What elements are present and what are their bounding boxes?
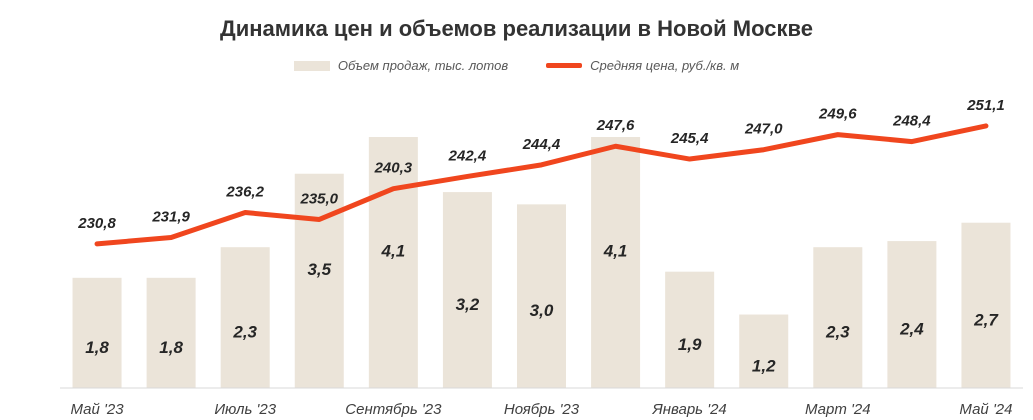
volume-bar	[665, 271, 715, 388]
volume-bar	[442, 192, 492, 388]
price-label: 242,4	[448, 147, 487, 164]
volume-bar-label: 2,7	[973, 310, 999, 329]
volume-bar-label: 2,3	[232, 323, 257, 342]
volume-bar	[887, 241, 937, 388]
volume-bar-label: 1,2	[752, 356, 776, 375]
price-label: 230,8	[77, 215, 116, 232]
x-tick-label: Ноябрь '23	[504, 401, 580, 418]
volume-bar	[72, 277, 122, 388]
volume-bar-label: 3,5	[307, 260, 331, 279]
volume-bar	[294, 173, 344, 388]
price-line	[94, 123, 989, 247]
volume-bar-label: 3,2	[456, 295, 480, 314]
chart-legend: Объем продаж, тыс. лотов Средняя цена, р…	[0, 58, 1033, 73]
volume-bar	[146, 277, 196, 388]
volume-bar	[591, 137, 641, 388]
x-tick-label: Сентябрь '23	[345, 401, 442, 418]
legend-item-volume: Объем продаж, тыс. лотов	[293, 58, 509, 73]
legend-item-price: Средняя цена, руб./кв. м	[546, 58, 739, 73]
volume-bar	[813, 247, 863, 388]
volume-bar-label: 1,8	[159, 338, 183, 357]
price-label: 247,0	[744, 121, 783, 138]
price-label: 245,4	[670, 130, 709, 147]
price-label: 235,0	[299, 190, 338, 207]
price-label: 244,4	[522, 136, 561, 153]
price-label: 240,3	[374, 160, 413, 177]
volume-bar	[368, 137, 418, 388]
chart-title: Динамика цен и объемов реализации в Ново…	[220, 16, 813, 41]
x-tick-label: Март '24	[805, 401, 871, 418]
price-label: 247,6	[596, 117, 635, 134]
volume-bar	[739, 314, 789, 388]
volume-bar-label: 1,9	[678, 335, 702, 354]
price-label: 231,9	[151, 208, 190, 225]
legend-label-volume: Объем продаж, тыс. лотов	[337, 58, 509, 73]
legend-swatch-volume	[293, 60, 330, 71]
price-label: 248,4	[892, 113, 931, 130]
volume-bar-label: 3,0	[530, 301, 554, 320]
legend-swatch-price	[546, 63, 583, 68]
volume-bar	[220, 247, 270, 388]
x-tick-label: Май '23	[70, 401, 124, 418]
x-tick-label: Январь '24	[652, 401, 727, 418]
volume-bar-label: 2,4	[899, 320, 924, 339]
x-tick-label: Май '24	[959, 401, 1012, 418]
volume-bar	[961, 222, 1011, 388]
volume-bar-label: 4,1	[381, 242, 406, 261]
volume-bar	[517, 204, 566, 388]
x-tick-label: Июль '23	[214, 401, 276, 418]
price-label: 249,6	[818, 106, 857, 123]
price-label: 251,1	[966, 97, 1005, 114]
volume-bar-label: 2,3	[825, 323, 850, 342]
price-label: 236,2	[225, 183, 264, 200]
legend-label-price: Средняя цена, руб./кв. м	[590, 58, 740, 73]
volume-bar-label: 4,1	[603, 242, 628, 261]
volume-bar-label: 1,8	[85, 338, 109, 357]
